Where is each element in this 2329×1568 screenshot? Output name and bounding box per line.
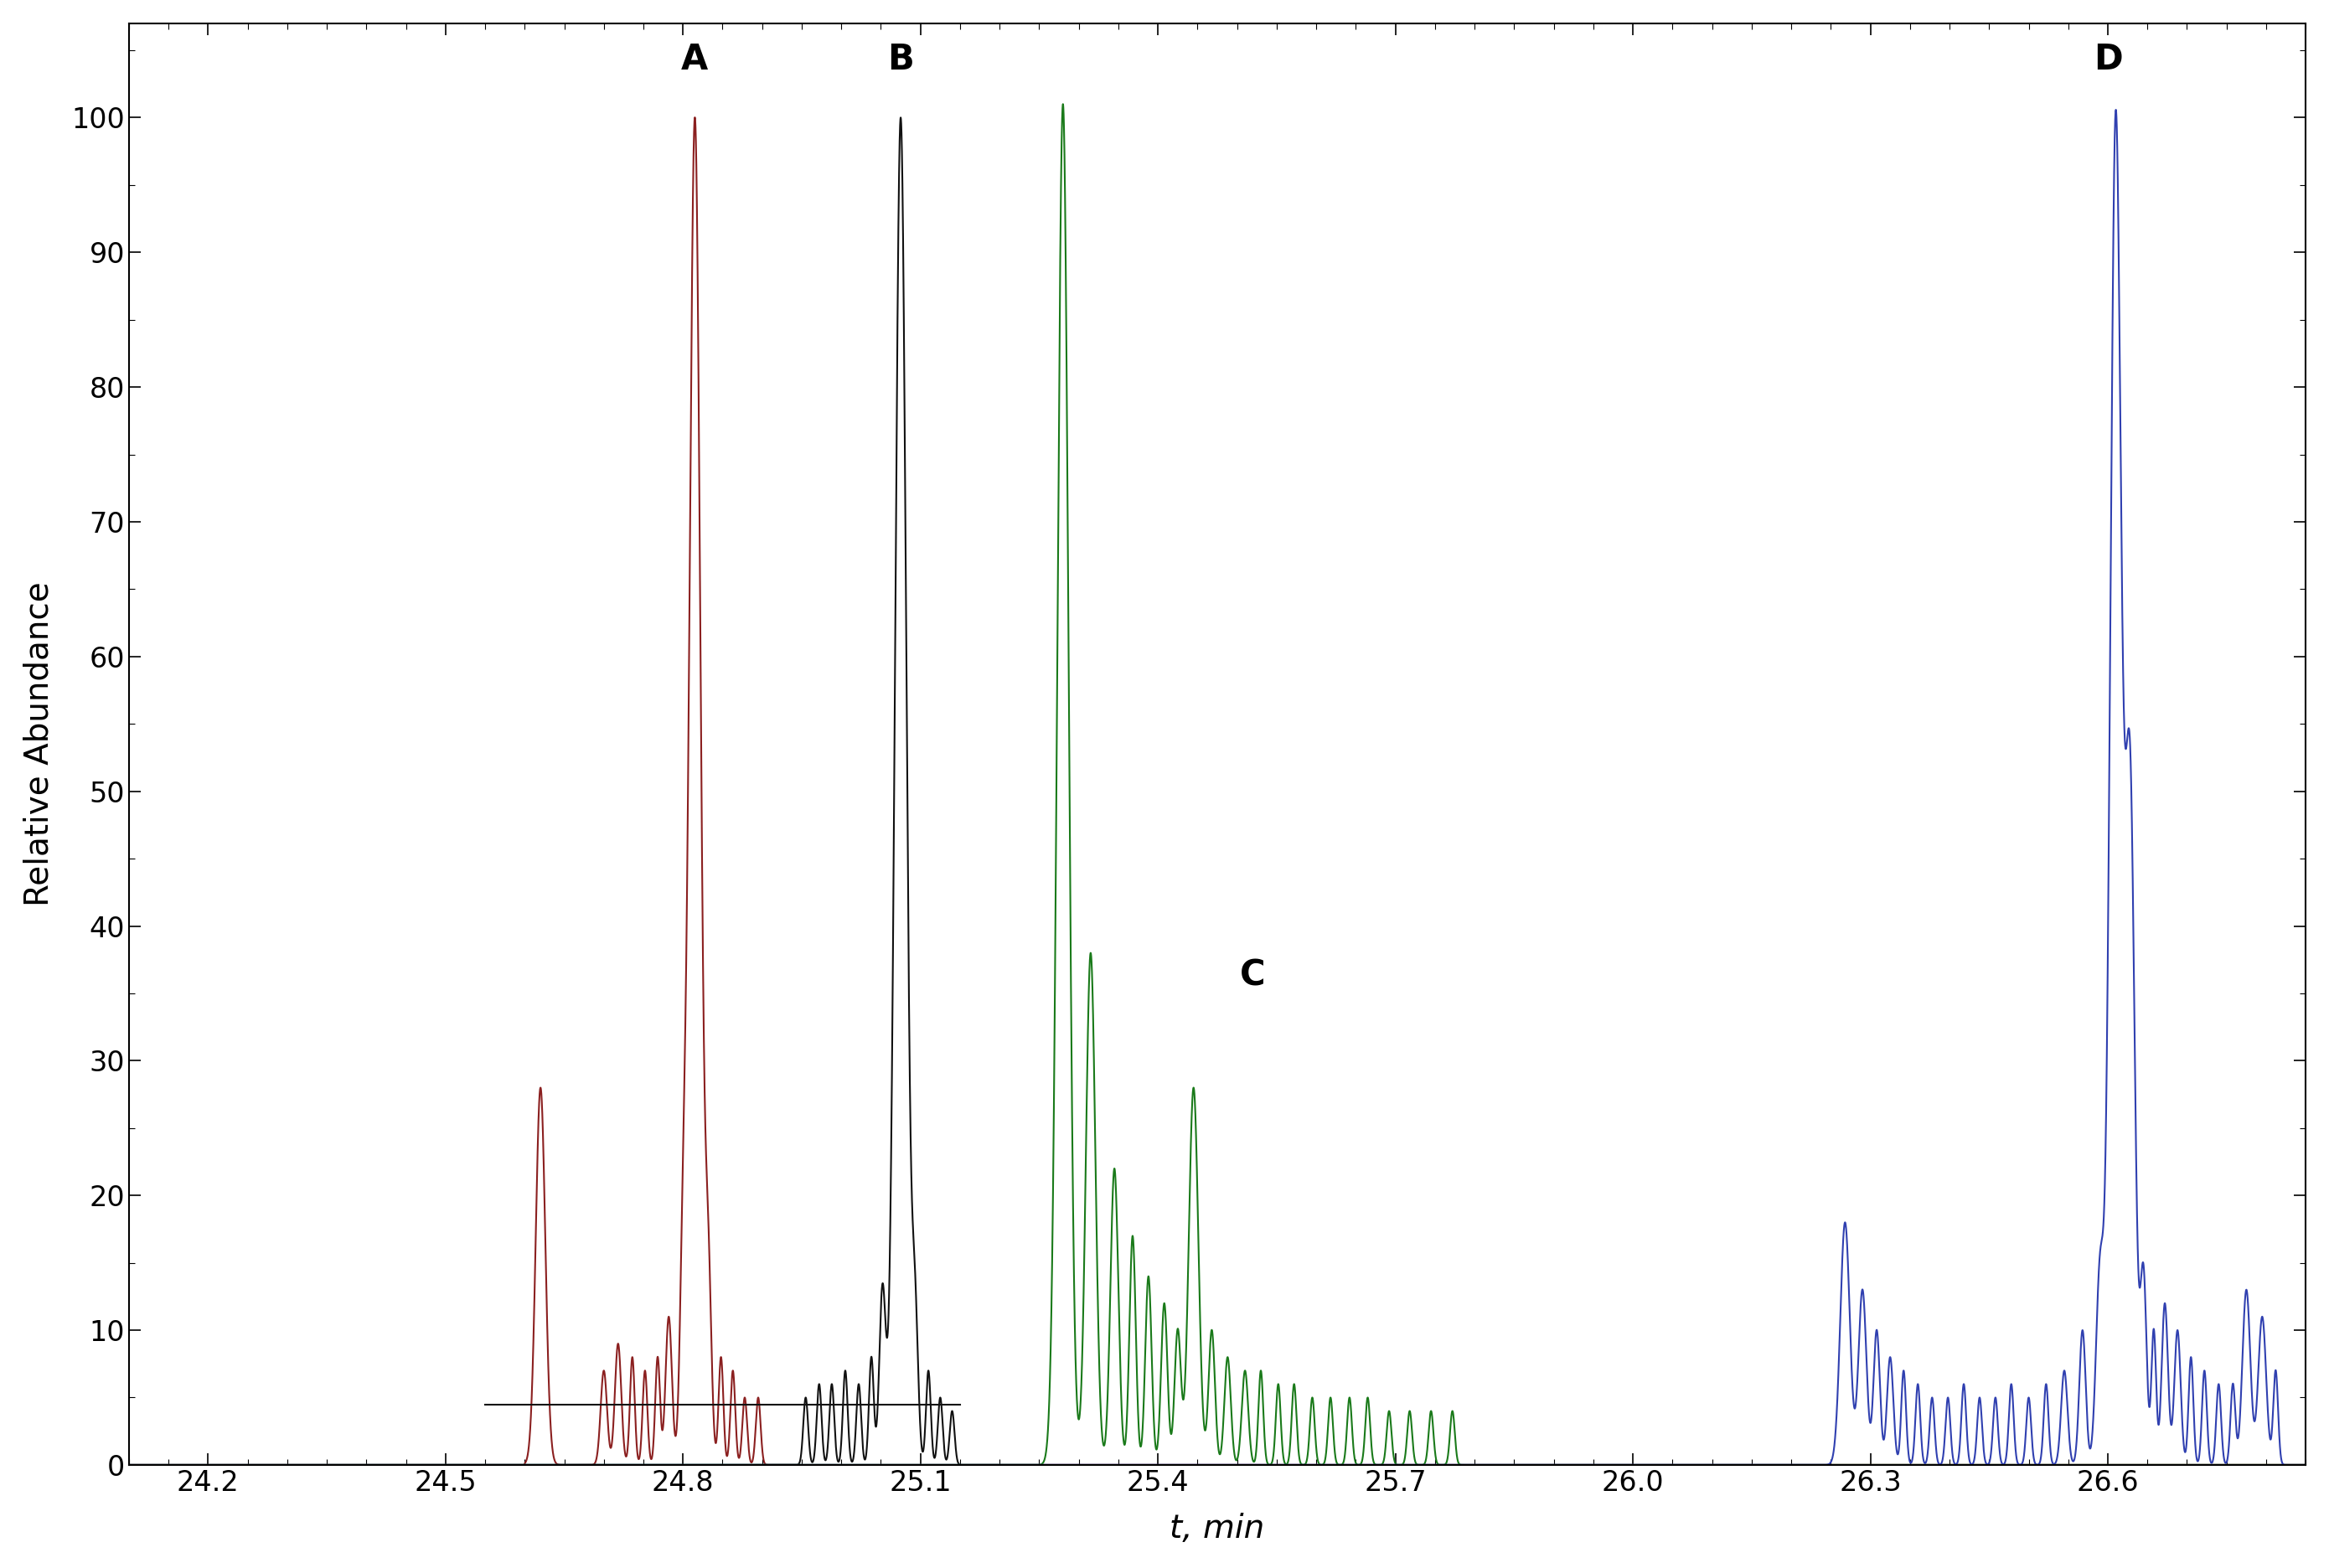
Text: D: D: [2094, 42, 2122, 77]
Text: B: B: [887, 42, 913, 77]
Text: C: C: [1239, 958, 1265, 994]
Text: A: A: [682, 42, 708, 77]
X-axis label: t, min: t, min: [1169, 1513, 1265, 1544]
Y-axis label: Relative Abundance: Relative Abundance: [23, 582, 56, 906]
